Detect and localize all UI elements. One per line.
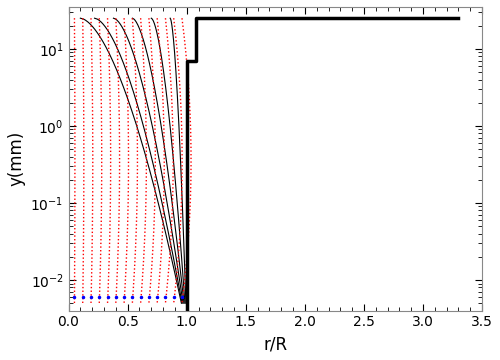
X-axis label: r/R: r/R bbox=[264, 335, 287, 353]
Y-axis label: y(mm): y(mm) bbox=[7, 131, 25, 186]
